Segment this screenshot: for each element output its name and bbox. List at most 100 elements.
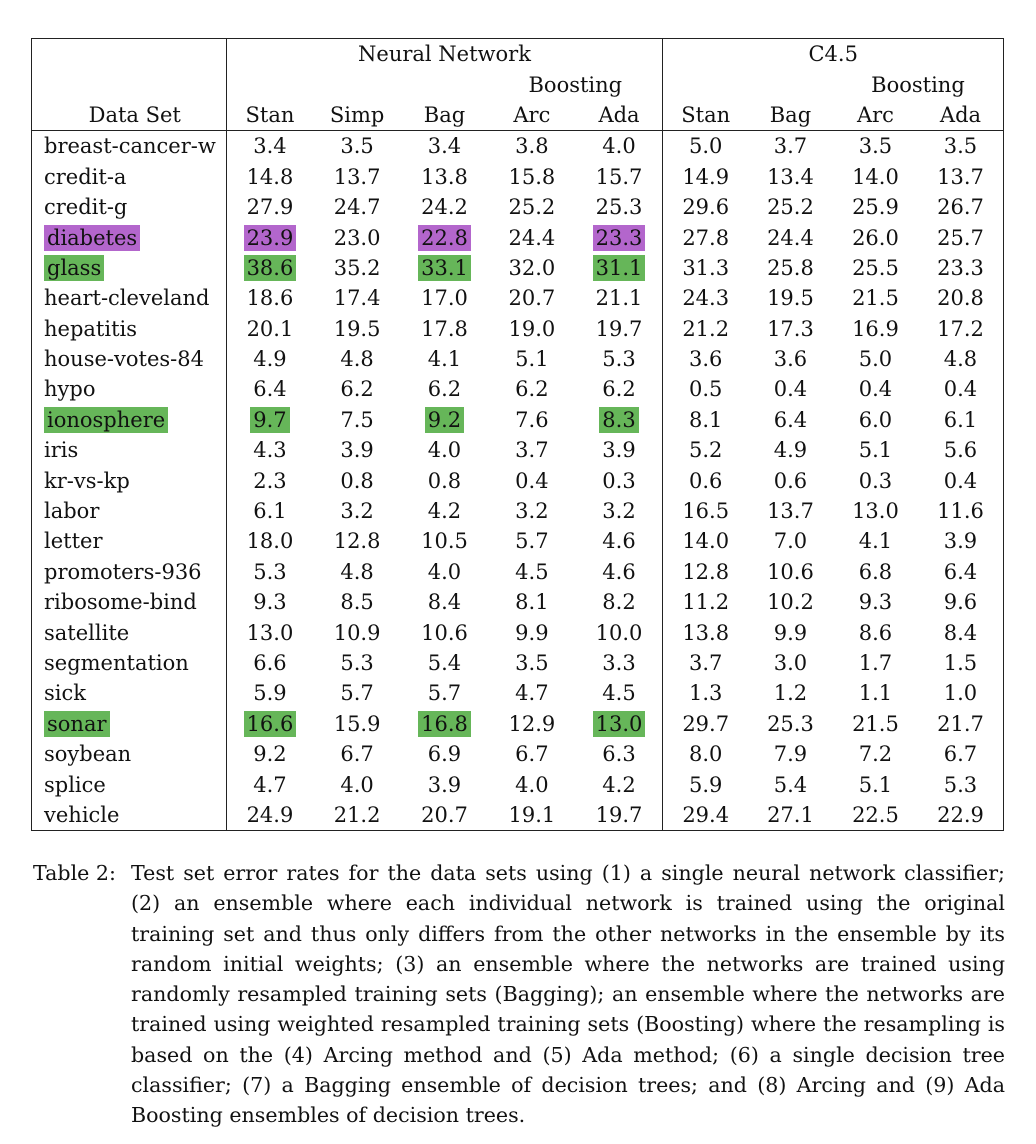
- dataset-name-cell: glass: [32, 253, 226, 283]
- error-rate-cell: 29.4: [662, 799, 748, 831]
- error-rate-value: 16.6: [243, 710, 297, 737]
- error-rate-cell: 24.9: [225, 799, 314, 831]
- dataset-name: promoters-936: [44, 559, 202, 584]
- error-rate-cell: 4.5: [576, 678, 663, 708]
- error-rate-cell: 8.4: [401, 587, 488, 617]
- error-rate-value: 3.7: [689, 651, 723, 675]
- error-rate-cell: 29.6: [662, 191, 748, 223]
- error-rate-value: 7.9: [773, 742, 808, 767]
- table-row: satellite 13.0 10.9 10.6 9.9 10.0 13.8 9.9 8.6 8.…: [32, 617, 1003, 648]
- error-rate-value: 9.9: [773, 620, 808, 645]
- error-rate-value: 5.4: [427, 651, 462, 675]
- error-rate-value: 19.1: [508, 802, 556, 827]
- table-row: labor 6.1 3.2 4.2 3.2 3.2 16.5 13.7 13.0 11.6: [32, 495, 1003, 527]
- error-rate-value: 3.9: [427, 772, 462, 797]
- error-rate-cell: 0.6: [662, 465, 748, 496]
- error-rate-cell: 7.2: [833, 739, 918, 769]
- table-row: heart-cleveland 18.6 17.4 17.0 20.7 21.1 24.3 1…: [32, 283, 1003, 314]
- dataset-name: credit-a: [44, 164, 127, 189]
- error-rate-cell: 25.8: [748, 253, 833, 283]
- dataset-name-cell: promoters-936: [32, 557, 226, 587]
- error-rate-cell: 5.3: [918, 769, 1003, 799]
- error-rate-value: 33.1: [418, 254, 471, 281]
- error-rate-value: 7.0: [773, 529, 808, 554]
- error-rate-cell: 9.3: [225, 587, 314, 618]
- error-rate-cell: 5.6: [918, 435, 1003, 465]
- table-row: vehicle 24.9 21.2 20.7 19.1 19.7 29.4 27.1 22.5 2…: [32, 799, 1003, 831]
- error-rate-cell: 12.8: [313, 526, 400, 556]
- error-rate-value: 22.9: [937, 802, 984, 827]
- error-rate-value: 8.3: [599, 406, 639, 433]
- error-rate-cell: 4.6: [576, 557, 663, 587]
- error-rate-cell: 8.3: [576, 405, 663, 435]
- error-rate-cell: 18.6: [225, 283, 314, 314]
- dataset-name-cell: house-votes-84: [32, 344, 226, 374]
- error-rate-value: 31.1: [592, 254, 646, 281]
- dataset-name: vehicle: [44, 802, 120, 827]
- dataset-name: ribosome-bind: [44, 590, 197, 615]
- dataset-name: ionosphere: [44, 406, 169, 433]
- header-blank: [32, 39, 226, 69]
- error-rate-cell: 5.7: [488, 526, 575, 556]
- error-rate-value: 25.2: [767, 195, 814, 220]
- error-rate-cell: 1.5: [918, 648, 1003, 678]
- error-rate-value: 25.2: [508, 195, 556, 220]
- error-rate-value: 15.8: [508, 164, 556, 189]
- error-rate-value: 3.9: [943, 529, 978, 554]
- error-rate-cell: 23.3: [918, 253, 1003, 283]
- table-row: letter 18.0 12.8 10.5 5.7 4.6 14.0 7.0 4.1 3.9: [32, 526, 1003, 557]
- error-rate-value: 4.3: [253, 438, 287, 463]
- error-rate-cell: 6.3: [576, 739, 663, 769]
- dataset-name: kr-vs-kp: [44, 468, 130, 493]
- error-rate-cell: 24.4: [748, 222, 833, 252]
- error-rate-cell: 13.7: [918, 162, 1003, 192]
- error-rate-value: 4.1: [427, 347, 462, 372]
- error-rate-cell: 4.1: [401, 344, 488, 374]
- column-header: Bag: [423, 102, 466, 127]
- error-rate-value: 0.8: [427, 468, 462, 493]
- error-rate-value: 19.7: [595, 802, 643, 827]
- error-rate-cell: 7.5: [313, 405, 400, 435]
- error-rate-value: 5.1: [515, 347, 549, 372]
- error-rate-cell: 6.1: [918, 405, 1003, 435]
- error-rate-value: 4.8: [340, 347, 374, 372]
- header-blank: [225, 69, 314, 100]
- error-rate-value: 3.8: [515, 134, 549, 159]
- error-rate-cell: 2.3: [225, 465, 314, 496]
- error-rate-cell: 6.2: [576, 374, 663, 404]
- error-rate-value: 11.6: [937, 499, 984, 524]
- error-rate-cell: 3.4: [225, 130, 314, 162]
- error-rate-value: 3.9: [602, 438, 636, 463]
- header-row-boosting: Boosting Boosting: [32, 69, 1003, 100]
- dataset-name-cell: kr-vs-kp: [32, 465, 226, 495]
- error-rate-cell: 10.6: [748, 557, 833, 587]
- error-rate-value: 0.4: [943, 377, 978, 402]
- error-rate-cell: 0.5: [662, 374, 748, 405]
- error-rate-value: 17.4: [333, 286, 381, 311]
- error-rate-value: 11.2: [682, 590, 730, 615]
- error-rate-cell: 10.2: [748, 587, 833, 617]
- error-rate-value: 26.0: [852, 225, 899, 250]
- error-rate-cell: 16.9: [833, 314, 918, 344]
- error-rate-value: 17.0: [421, 286, 468, 311]
- error-rate-value: 6.3: [602, 742, 636, 767]
- error-rate-value: 12.9: [508, 711, 556, 736]
- error-rate-value: 8.1: [515, 590, 549, 615]
- error-rate-cell: 15.8: [488, 162, 575, 192]
- table-row: hypo 6.4 6.2 6.2 6.2 6.2 0.5 0.4 0.4 0.4: [32, 374, 1003, 405]
- error-rate-value: 10.5: [421, 529, 468, 554]
- error-rate-value: 4.0: [427, 559, 462, 584]
- error-rate-cell: 23.0: [313, 222, 400, 252]
- table-row: ribosome-bind 9.3 8.5 8.4 8.1 8.2 11.2 10.2 9.3 9…: [32, 587, 1003, 618]
- error-rate-cell: 3.5: [488, 648, 575, 678]
- error-rate-cell: 13.4: [748, 162, 833, 192]
- error-rate-cell: 5.3: [576, 344, 663, 374]
- error-rate-cell: 1.1: [833, 678, 918, 708]
- error-rate-cell: 17.8: [401, 314, 488, 344]
- error-rate-cell: 8.1: [488, 587, 575, 617]
- error-rate-value: 1.1: [858, 681, 893, 706]
- error-rate-value: 3.9: [340, 438, 374, 463]
- error-rate-cell: 4.3: [225, 435, 314, 466]
- error-rate-cell: 9.2: [401, 405, 488, 435]
- dataset-name-cell: hypo: [32, 374, 226, 404]
